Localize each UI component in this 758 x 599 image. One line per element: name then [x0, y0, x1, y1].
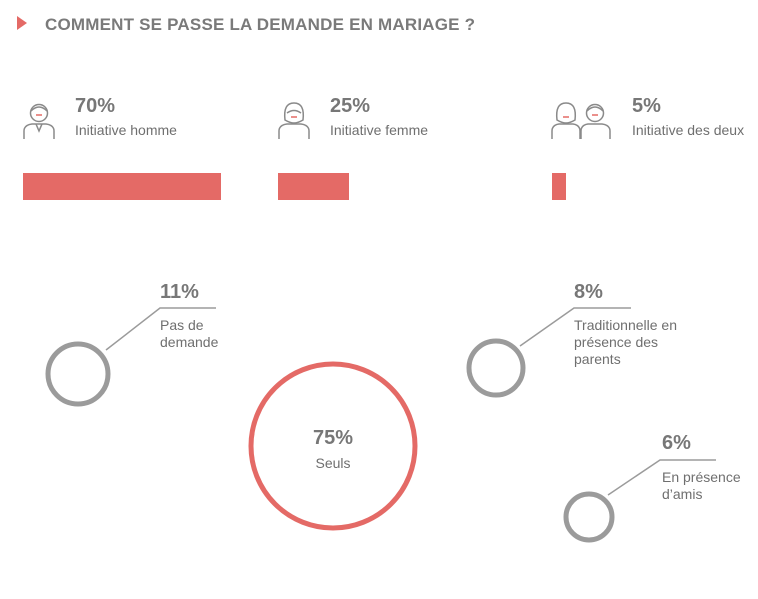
woman-icon — [278, 102, 310, 139]
bubble — [466, 338, 526, 398]
bubble-value-label: 6% — [662, 432, 691, 454]
bubble — [45, 341, 111, 407]
arrow-marker-icon — [17, 16, 27, 30]
bubble-value-label: 75% — [312, 427, 354, 449]
bubble-category-label: En présence d’amis — [662, 469, 741, 502]
couple-icon — [551, 102, 611, 139]
leader-line — [105, 307, 716, 496]
bubble — [563, 491, 615, 543]
bar — [278, 173, 349, 200]
bubble — [248, 361, 418, 531]
page-title: COMMENT SE PASSE LA DEMANDE EN MARIAGE ? — [45, 15, 476, 34]
bar-value-label: 25% — [330, 95, 371, 117]
bar — [23, 173, 221, 200]
bubble-value-label: 11% — [160, 281, 199, 303]
bar-value-label: 5% — [632, 95, 661, 117]
bar-category-label: Initiative femme — [330, 122, 429, 138]
bar-category-label: Initiative homme — [75, 122, 177, 138]
man-icon — [23, 103, 55, 139]
bar — [552, 173, 566, 200]
bar-category-label: Initiative des deux — [632, 122, 745, 138]
bubble-category-label: Traditionnelle en présence des parents — [574, 317, 677, 367]
bubble-value-label: 8% — [574, 281, 603, 303]
bar-value-label: 70% — [75, 95, 116, 117]
bubble-category-label: Pas de demande — [160, 317, 219, 350]
bubble-category-label: Seuls — [315, 455, 351, 471]
